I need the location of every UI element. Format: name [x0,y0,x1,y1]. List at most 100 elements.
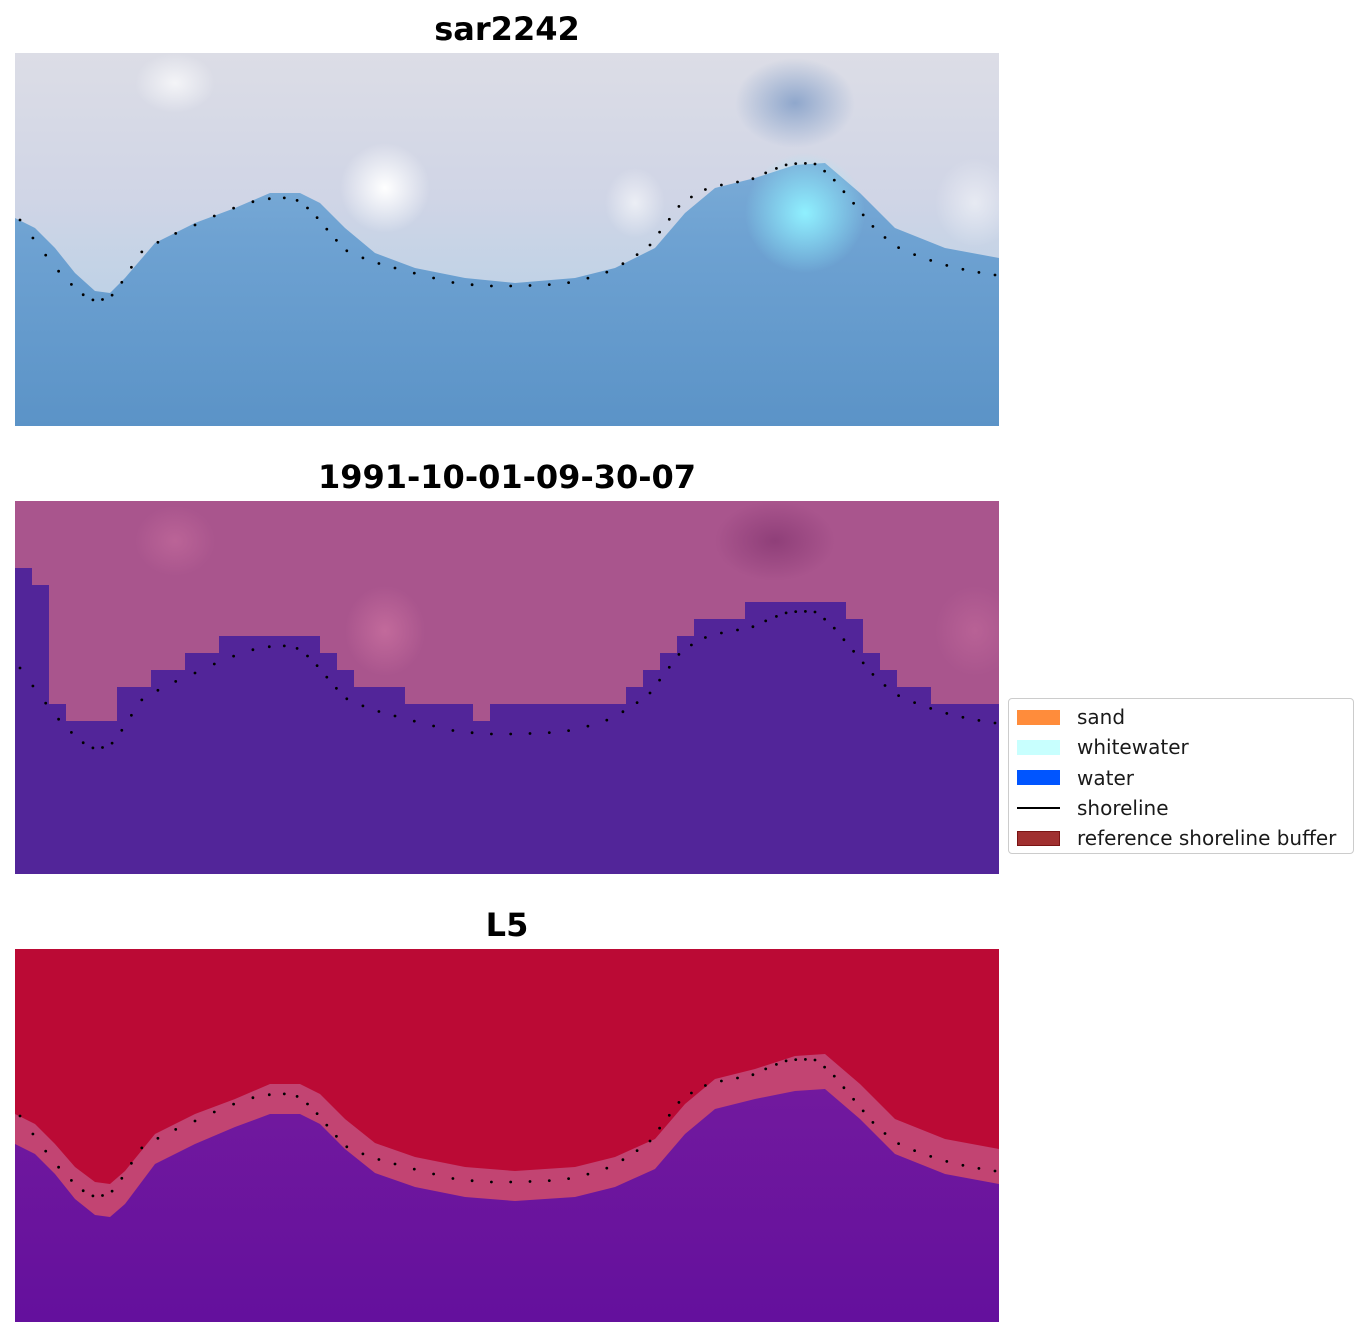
legend-item-sand: sand [1009,702,1353,732]
shoreline-dot [658,678,661,682]
shoreline-dot [736,1076,739,1080]
shoreline-dot [945,712,949,715]
shoreline-dot [432,1172,435,1176]
shoreline-dot [823,617,826,621]
shoreline-dot [377,1158,381,1161]
shoreline-dot [794,610,798,613]
shoreline-dot [91,1194,95,1198]
shoreline-dot [751,177,755,181]
shoreline-dot [101,746,104,749]
shoreline-dot [267,1093,271,1097]
shoreline-dot [751,625,755,629]
shoreline-dot [335,1134,338,1138]
panel-title-2: 1991-10-01-09-30-07 [317,458,697,496]
shoreline-dot [140,250,144,254]
shoreline-dot [677,205,681,208]
shoreline-dot [295,647,299,650]
shoreline-dot [251,200,255,204]
shoreline-dot [267,197,271,201]
shoreline-dot [528,732,532,735]
shoreline-dot [567,729,570,732]
shoreline-dot [704,1084,707,1087]
shoreline-dot [31,236,35,240]
shoreline-dot [70,731,73,734]
shoreline-dot [883,236,887,239]
shoreline-dot [794,162,798,165]
shoreline-dot [361,256,365,260]
shoreline-dot [174,232,178,235]
shoreline-dots [18,610,997,750]
shoreline-dot [315,216,319,220]
legend-label-whitewater: whitewater [1077,735,1189,760]
shoreline-dot [509,1180,513,1184]
shoreline-dot [871,673,875,676]
shoreline-dot [871,225,875,228]
shoreline-dot [913,253,916,256]
shoreline-dot [720,1079,723,1083]
shoreline-dot [775,1063,778,1066]
shoreline-dot [704,636,707,639]
shoreline-dot [961,267,965,271]
shoreline-dot [804,1058,807,1061]
classified-image-panel [15,501,999,874]
shoreline-dot [977,271,981,274]
shoreline-dot [81,1189,85,1193]
shoreline-dot [635,1149,639,1152]
shoreline-dot [547,283,551,286]
shoreline-dot [282,196,286,200]
shoreline-dot [432,724,435,728]
shoreline-dot [871,1121,875,1124]
shoreline-dot [251,648,255,652]
shoreline-dot [586,724,590,728]
shoreline-dot [470,283,474,287]
shoreline-dot [605,1166,609,1170]
shoreline-dot [70,283,73,286]
shoreline-dot [842,638,846,642]
shoreline-dot [528,284,532,287]
shoreline-dot [232,1102,236,1106]
shoreline-dot [784,1059,788,1063]
shoreline-dot [81,293,85,297]
shoreline-dot [784,611,788,615]
shoreline-dot [804,610,807,613]
shoreline-dot [861,661,865,665]
shoreline-dot [621,1158,625,1162]
shoreline-dot [667,665,671,669]
shoreline-dot [883,1132,887,1135]
shoreline-dot [120,728,124,732]
shoreline-dot [295,1095,299,1098]
shoreline-dot [690,1091,693,1095]
shoreline-dot [101,1194,104,1197]
shoreline-dot [720,183,723,187]
shoreline-dot [393,1162,397,1166]
shoreline-dot [377,710,381,713]
shoreline-dot [993,721,997,725]
legend-item-shoreline: shoreline [1009,793,1353,823]
shoreline-dot [110,1189,114,1193]
shoreline-dot [174,680,178,683]
shoreline-dot [993,273,997,277]
shoreline-dot [130,265,133,269]
shoreline-dot [361,704,365,708]
shoreline-dot [31,684,35,688]
shoreline-dot [130,713,133,717]
shoreline-dot [977,1167,981,1170]
shoreline-dot [667,217,671,221]
shoreline-dot [315,664,319,667]
legend-label-reference-buffer: reference shoreline buffer [1077,826,1337,851]
shoreline-dot [335,686,338,690]
shoreline-dot [852,201,855,205]
shoreline-dot [325,675,329,679]
shoreline-dot [648,243,652,247]
index-land-area [15,949,999,1184]
shoreline-dot [586,276,590,280]
shoreline-dot [130,1161,133,1165]
shoreline-dot [528,1180,532,1183]
shoreline-dot [794,1058,798,1061]
shoreline-dot [677,653,681,656]
shoreline-dot [605,718,609,722]
shoreline-dot [174,1128,178,1131]
shoreline-dot [232,654,236,658]
sand-swatch [1017,709,1060,725]
satellite-rgb-image [15,53,999,426]
